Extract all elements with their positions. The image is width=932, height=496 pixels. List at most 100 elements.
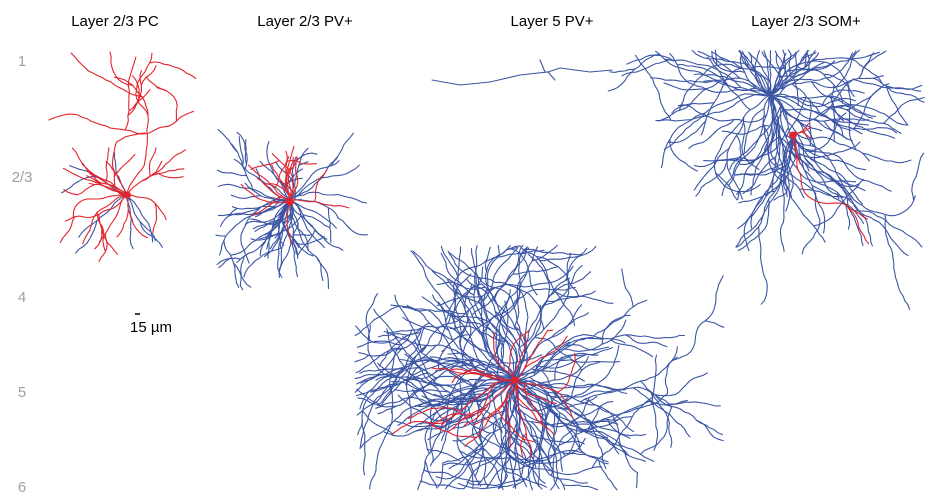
neurite: [244, 248, 282, 277]
neurite: [555, 292, 613, 304]
neurite: [251, 232, 279, 240]
neurite: [338, 218, 367, 235]
dendrite: [251, 161, 280, 170]
neurite: [290, 200, 327, 239]
dendrite: [95, 226, 102, 249]
neurite: [355, 355, 368, 361]
dendrite: [548, 330, 553, 331]
neurite: [358, 341, 401, 347]
layer-label: 1: [18, 53, 26, 70]
neurite: [366, 294, 377, 341]
neurite: [370, 409, 393, 490]
figure: Layer 2/3 PC Layer 2/3 PV+ Layer 5 PV+ L…: [0, 0, 932, 496]
dendrite: [287, 160, 316, 164]
neurite: [670, 139, 698, 171]
dendrite: [253, 196, 282, 216]
neurite: [565, 248, 586, 280]
soma: [511, 377, 519, 384]
neurite: [293, 235, 313, 236]
neurite: [572, 362, 600, 398]
neurite: [689, 119, 735, 148]
neurite: [224, 241, 239, 288]
neurite: [328, 208, 331, 243]
neurite: [290, 200, 336, 228]
dendrite: [106, 148, 109, 183]
dendrite: [64, 190, 78, 195]
neurite: [484, 477, 488, 486]
neurite: [498, 246, 499, 256]
dendrite: [71, 53, 142, 97]
dendrite: [115, 77, 149, 195]
neurite: [863, 153, 911, 162]
neurite: [540, 246, 596, 260]
dendrite: [157, 88, 177, 122]
neurons: [49, 50, 925, 490]
dendrite: [315, 170, 327, 201]
soma: [789, 132, 797, 139]
dendrite: [146, 77, 166, 91]
neurite: [548, 68, 612, 72]
panel-title: Layer 2/3 PV+: [257, 13, 353, 30]
panel-title: Layer 5 PV+: [511, 13, 594, 30]
neurite: [622, 269, 634, 307]
neurite: [592, 401, 649, 468]
neurite: [217, 258, 240, 264]
neurite: [549, 272, 591, 297]
neurite: [234, 263, 251, 287]
scale-label: 15 µm: [130, 319, 172, 336]
dendrite: [154, 173, 183, 177]
neurite: [770, 53, 819, 95]
neurite: [633, 388, 687, 405]
dendrite: [162, 150, 185, 169]
neurite: [560, 360, 620, 362]
neurite: [802, 195, 820, 254]
dendrite: [141, 66, 156, 86]
neurite: [540, 60, 545, 72]
neurite: [759, 227, 768, 304]
neurite: [520, 305, 541, 347]
neurite: [664, 59, 741, 88]
dendrite: [78, 184, 100, 195]
dendrite: [149, 148, 156, 177]
neurite: [216, 235, 226, 236]
neurite: [673, 276, 723, 360]
neurite: [847, 199, 908, 256]
neurite: [528, 254, 550, 329]
neurite: [563, 485, 597, 490]
neurite: [637, 473, 638, 488]
panel-title: Layer 2/3 SOM+: [751, 13, 861, 30]
neurite: [912, 153, 924, 201]
neurite: [610, 69, 635, 72]
neurite: [722, 95, 770, 195]
neurite: [240, 285, 242, 289]
neurite: [705, 321, 724, 328]
neurite: [788, 50, 791, 54]
layer-label: 4: [18, 289, 26, 306]
neurite: [655, 373, 707, 396]
neurite: [547, 305, 581, 340]
neurite: [438, 463, 443, 487]
neurite: [513, 267, 557, 274]
dendrite: [125, 111, 194, 133]
neurite: [420, 481, 464, 489]
dendrite: [153, 203, 157, 232]
neurite: [316, 257, 328, 289]
neurite: [355, 306, 401, 335]
neurite: [363, 411, 394, 435]
neurite: [514, 247, 527, 308]
neurite: [622, 60, 669, 76]
neurite: [611, 335, 685, 339]
neurite: [888, 88, 924, 103]
soma: [286, 199, 294, 206]
neurite: [221, 208, 238, 226]
dendrite: [114, 155, 135, 177]
dendrite: [49, 114, 125, 130]
soma: [123, 192, 131, 199]
neurite: [599, 461, 617, 490]
neurite: [217, 170, 246, 175]
neurite: [564, 320, 626, 351]
neurite: [441, 246, 458, 277]
neurite: [432, 72, 555, 85]
neurite: [79, 195, 127, 237]
neurite: [665, 347, 677, 394]
